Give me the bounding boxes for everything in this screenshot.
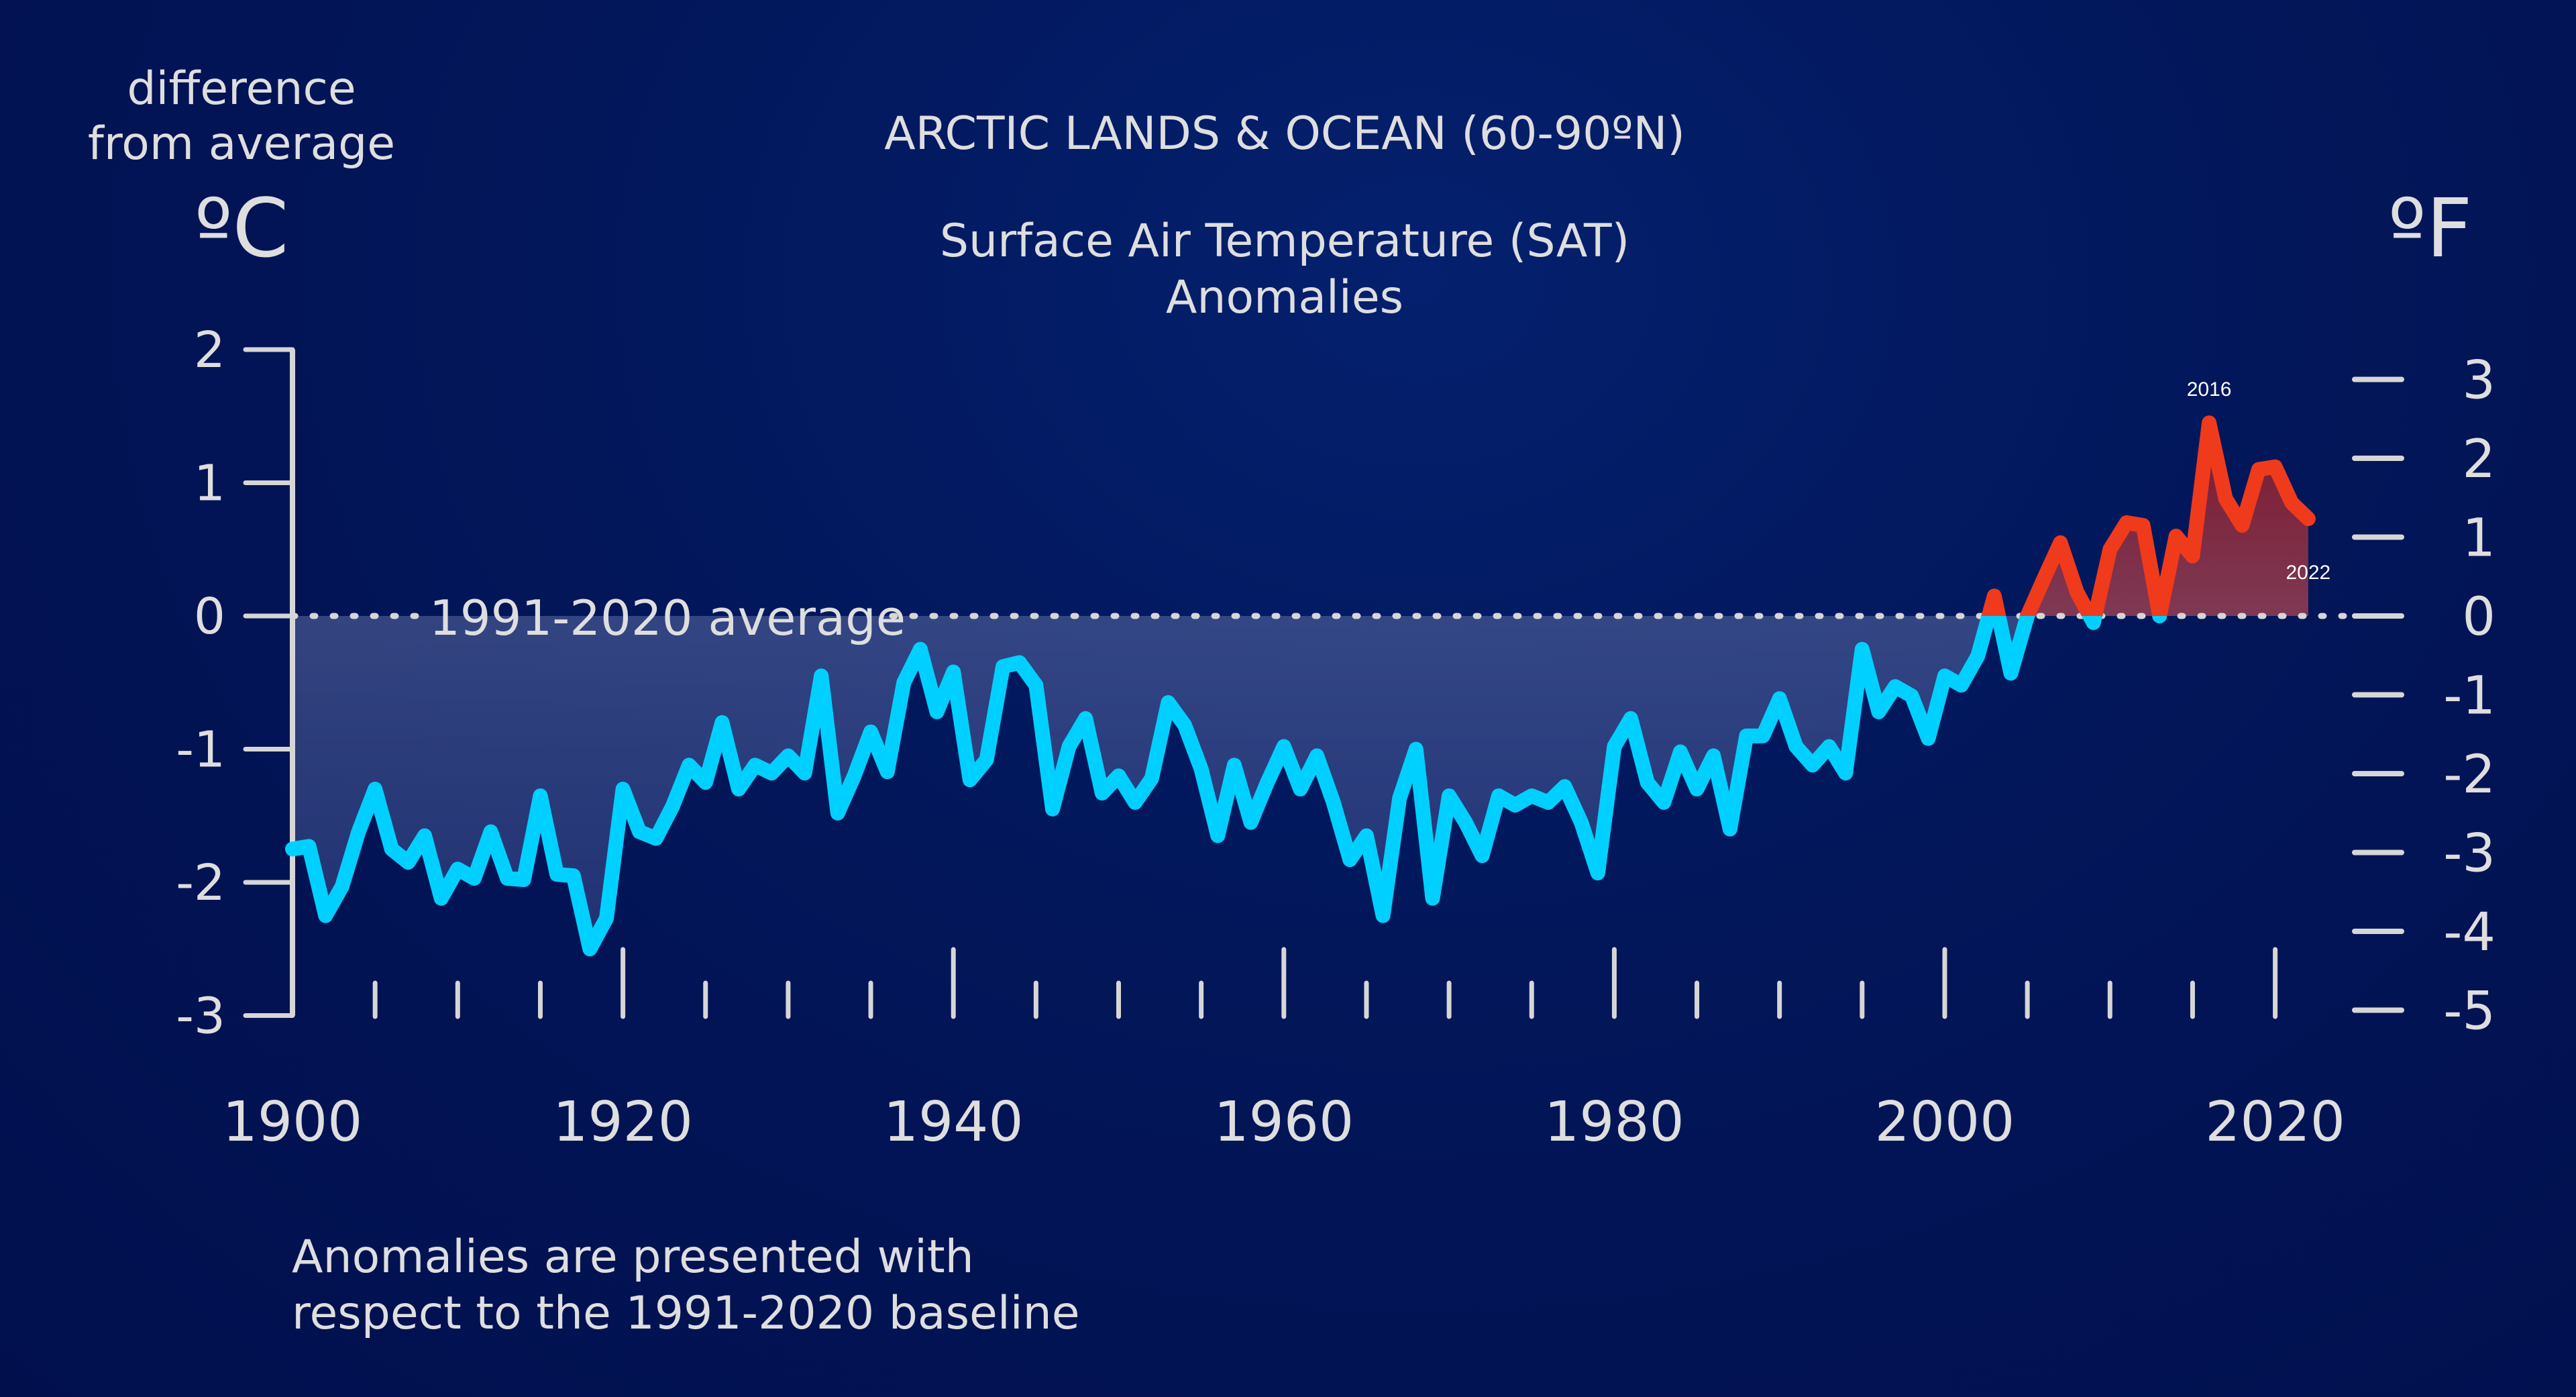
footnote-line2: respect to the 1991-2020 baseline bbox=[292, 1287, 1080, 1340]
y-tick-label-f: -1 bbox=[2443, 666, 2496, 727]
y-tick-label-f: 0 bbox=[2462, 587, 2496, 648]
data-lines bbox=[285, 415, 2316, 957]
chart-title: ARCTIC LANDS & OCEAN (60-90ºN) bbox=[884, 107, 1685, 160]
footnote-line1: Anomalies are presented with bbox=[292, 1231, 974, 1284]
chart-subtitle-line2: Anomalies bbox=[1165, 271, 1404, 324]
y-tick-label-f: 2 bbox=[2462, 429, 2496, 490]
y-tick-label-c: 0 bbox=[194, 588, 225, 645]
x-tick-label: 2000 bbox=[1875, 1090, 2015, 1154]
x-tick-label: 1900 bbox=[223, 1090, 363, 1154]
x-tick-label: 1940 bbox=[883, 1090, 1024, 1154]
y-tick-label-c: -1 bbox=[176, 721, 225, 779]
y-tick-label-f: -3 bbox=[2443, 824, 2496, 884]
chart-subtitle: Surface Air Temperature (SAT) Anomalies bbox=[0, 213, 2569, 326]
x-tick-label: 1960 bbox=[1214, 1090, 1354, 1154]
y-axis-title-line1: difference bbox=[127, 62, 356, 115]
y-tick-label-c: -2 bbox=[176, 854, 225, 912]
x-tick-label: 2020 bbox=[2205, 1090, 2345, 1154]
x-tick-label: 1920 bbox=[553, 1090, 693, 1154]
x-tick-label: 1980 bbox=[1544, 1090, 1684, 1154]
footnote: Anomalies are presented with respect to … bbox=[292, 1229, 1080, 1342]
y-tick-label-c: 1 bbox=[194, 455, 225, 513]
unit-fahrenheit-label: ºF bbox=[2388, 183, 2473, 276]
area-below-baseline bbox=[292, 616, 2308, 949]
baseline-label: 1991-2020 average bbox=[429, 590, 906, 646]
chart-labels: 2 1 0 -1 -2 -3 1900 1920 1940 1960 1980 2000 2020 3 2 1… bbox=[176, 321, 2496, 1154]
y-tick-label-f: 3 bbox=[2462, 351, 2496, 411]
y-tick-label-f: -5 bbox=[2443, 982, 2496, 1042]
series-line-below bbox=[285, 616, 2167, 957]
area-fills bbox=[292, 423, 2308, 949]
annotation-2016: 2016 bbox=[2187, 378, 2232, 401]
chart-subtitle-line1: Surface Air Temperature (SAT) bbox=[939, 215, 1630, 268]
unit-celsius-label: ºC bbox=[195, 183, 289, 276]
axes bbox=[243, 347, 2404, 1019]
annotation-2022: 2022 bbox=[2286, 562, 2330, 584]
y-tick-label-f: -2 bbox=[2443, 745, 2496, 805]
y-tick-label-f: 1 bbox=[2462, 509, 2496, 569]
y-axis-title: difference from average bbox=[74, 62, 409, 172]
y-tick-label-c: -3 bbox=[176, 988, 225, 1045]
y-tick-label-f: -4 bbox=[2443, 902, 2496, 963]
y-axis-title-line2: from average bbox=[87, 117, 396, 170]
y-tick-label-c: 2 bbox=[194, 321, 225, 379]
